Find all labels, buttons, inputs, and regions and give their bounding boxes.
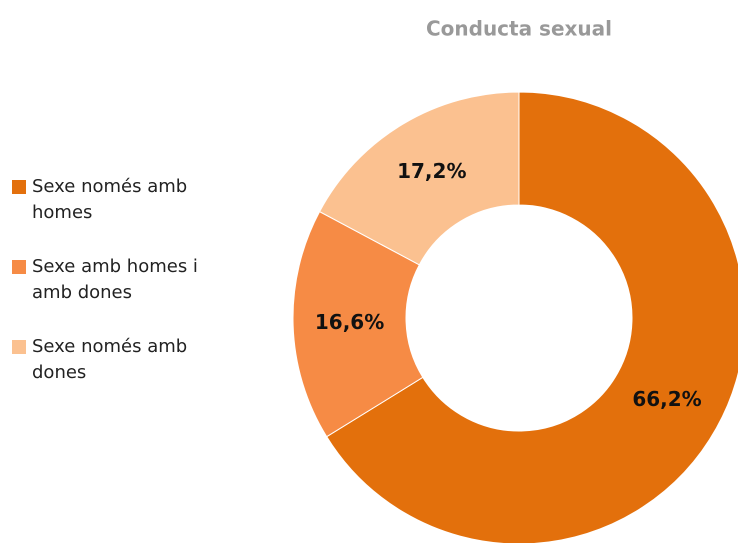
legend-swatch	[12, 180, 26, 194]
legend-item: Sexe només amb homes	[12, 174, 242, 226]
data-label: 16,6%	[315, 310, 384, 334]
data-label: 66,2%	[632, 387, 701, 411]
legend-item: Sexe amb homes i amb dones	[12, 254, 242, 306]
donut-slice	[292, 210, 424, 438]
donut-slice	[325, 91, 738, 543]
legend-swatch	[12, 260, 26, 274]
legend-label: Sexe amb homes i amb dones	[32, 256, 198, 303]
data-label: 17,2%	[397, 159, 466, 183]
legend-label: Sexe només amb homes	[32, 176, 188, 223]
legend-item: Sexe només amb dones	[12, 334, 242, 386]
chart-title: Conducta sexual	[426, 17, 612, 41]
donut-slice	[318, 91, 520, 266]
legend-label: Sexe només amb dones	[32, 336, 188, 383]
legend-swatch	[12, 340, 26, 354]
